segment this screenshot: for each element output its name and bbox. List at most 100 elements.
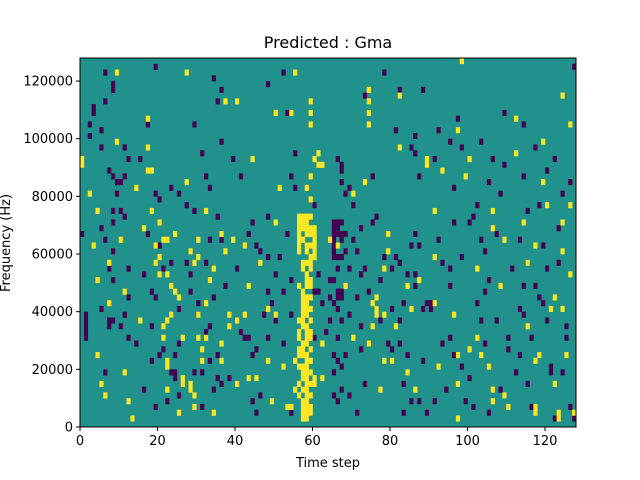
heatmap-cell-low: [103, 236, 108, 243]
heatmap-cell-low: [552, 156, 557, 163]
heatmap-cell-low: [331, 236, 337, 243]
heatmap-cell-low: [339, 288, 344, 295]
x-tick-label: 20: [149, 434, 166, 449]
heatmap-cell-low: [343, 352, 348, 359]
heatmap-cell-low: [91, 109, 96, 116]
heatmap-cell-low: [114, 179, 120, 186]
heatmap-cell-low: [211, 294, 216, 301]
heatmap-cell-high: [304, 386, 309, 393]
heatmap-cell-low: [421, 86, 426, 93]
heatmap-cell-high: [269, 398, 275, 405]
heatmap-cell-high: [246, 282, 251, 289]
heatmap-cell-high: [122, 288, 127, 295]
heatmap-cell-low: [87, 132, 92, 140]
heatmap-cell-high: [560, 305, 565, 312]
heatmap-cell-low: [83, 323, 89, 330]
heatmap-cell-high: [250, 156, 255, 163]
heatmap-cell-high: [293, 357, 298, 364]
heatmap-cell-high: [351, 334, 356, 341]
heatmap-cell-high: [490, 398, 495, 405]
heatmap-cell-high: [304, 277, 309, 284]
heatmap-cell-high: [138, 317, 143, 324]
heatmap-cell-low: [335, 254, 340, 261]
heatmap-cell-low: [533, 282, 538, 289]
heatmap-cell-low: [355, 294, 360, 301]
heatmap-cell-low: [215, 352, 220, 359]
heatmap-cell-low: [517, 236, 523, 243]
heatmap-cell-high: [378, 386, 383, 393]
heatmap-cell-high: [204, 334, 209, 341]
heatmap-cell-high: [242, 311, 247, 318]
heatmap-cell-high: [366, 340, 371, 347]
heatmap-cell-high: [192, 259, 197, 266]
heatmap-cell-high: [242, 242, 247, 249]
heatmap-cell-low: [409, 144, 414, 151]
heatmap-cell-low: [440, 340, 445, 347]
heatmap-cell-low: [339, 294, 344, 301]
heatmap-cell-low: [421, 305, 426, 312]
heatmap-cell-low: [204, 259, 209, 266]
heatmap-cell-low: [289, 409, 294, 416]
heatmap-cell-high: [506, 403, 511, 411]
heatmap-cell-high: [300, 415, 306, 422]
heatmap-cell-low: [192, 207, 197, 214]
heatmap-cell-low: [111, 207, 116, 214]
heatmap-cell-high: [382, 311, 387, 318]
heatmap-cell-high: [235, 317, 240, 324]
heatmap-cell-low: [273, 271, 278, 278]
heatmap-cell-low: [169, 369, 174, 376]
heatmap-cell-high: [316, 161, 321, 168]
heatmap-cell-low: [440, 259, 445, 266]
heatmap-cell-low: [428, 300, 433, 307]
heatmap-cell-high: [300, 352, 306, 359]
x-tick-label: 80: [382, 434, 399, 449]
heatmap-cell-high: [455, 415, 461, 422]
heatmap-cell-low: [413, 282, 418, 289]
heatmap-cell-low: [568, 179, 573, 186]
heatmap-cell-low: [99, 144, 104, 151]
heatmap-cell-high: [300, 323, 306, 330]
heatmap-cell-high: [149, 167, 154, 174]
heatmap-cell-high: [436, 363, 441, 370]
heatmap-cell-high: [297, 328, 302, 336]
heatmap-cell-low: [153, 403, 158, 411]
heatmap-cell-low: [343, 248, 348, 255]
heatmap-cell-high: [107, 300, 112, 307]
heatmap-cell-high: [145, 115, 151, 122]
heatmap-cell-high: [107, 259, 112, 266]
heatmap-cell-high: [304, 311, 309, 318]
heatmap-cell-low: [525, 380, 530, 387]
heatmap-cell-low: [444, 386, 449, 393]
heatmap-cell-low: [111, 317, 116, 324]
heatmap-cell-low: [207, 323, 213, 330]
heatmap-cell-high: [541, 179, 546, 186]
heatmap-cell-high: [176, 294, 182, 301]
heatmap-cell-low: [351, 236, 356, 243]
heatmap-cell-low: [266, 81, 271, 88]
heatmap-cell-high: [308, 369, 313, 376]
heatmap-cell-low: [479, 317, 484, 324]
heatmap-cell-low: [254, 346, 259, 353]
heatmap-cell-low: [91, 104, 96, 111]
heatmap-cell-low: [285, 109, 290, 116]
heatmap-cell-high: [235, 380, 240, 387]
heatmap-cell-high: [308, 254, 313, 261]
heatmap-cell-high: [545, 202, 550, 209]
heatmap-cell-high: [312, 248, 317, 255]
heatmap-cell-high: [328, 236, 333, 243]
heatmap-cell-high: [374, 294, 379, 301]
heatmap-cell-low: [517, 305, 523, 312]
heatmap-cell-low: [355, 248, 360, 255]
heatmap-cell-high: [304, 219, 309, 226]
heatmap-cell-low: [188, 271, 193, 278]
heatmap-cell-low: [421, 357, 426, 364]
heatmap-cell-low: [107, 317, 112, 324]
heatmap-cell-high: [564, 352, 569, 359]
heatmap-cell-high: [184, 69, 189, 76]
heatmap-cell-low: [525, 207, 530, 214]
x-axis: 0 20 40 60 80 100 120: [76, 427, 557, 449]
heatmap-cell-low: [331, 248, 337, 255]
heatmap-cell-low: [293, 184, 298, 191]
heatmap-cell-low: [289, 277, 294, 284]
